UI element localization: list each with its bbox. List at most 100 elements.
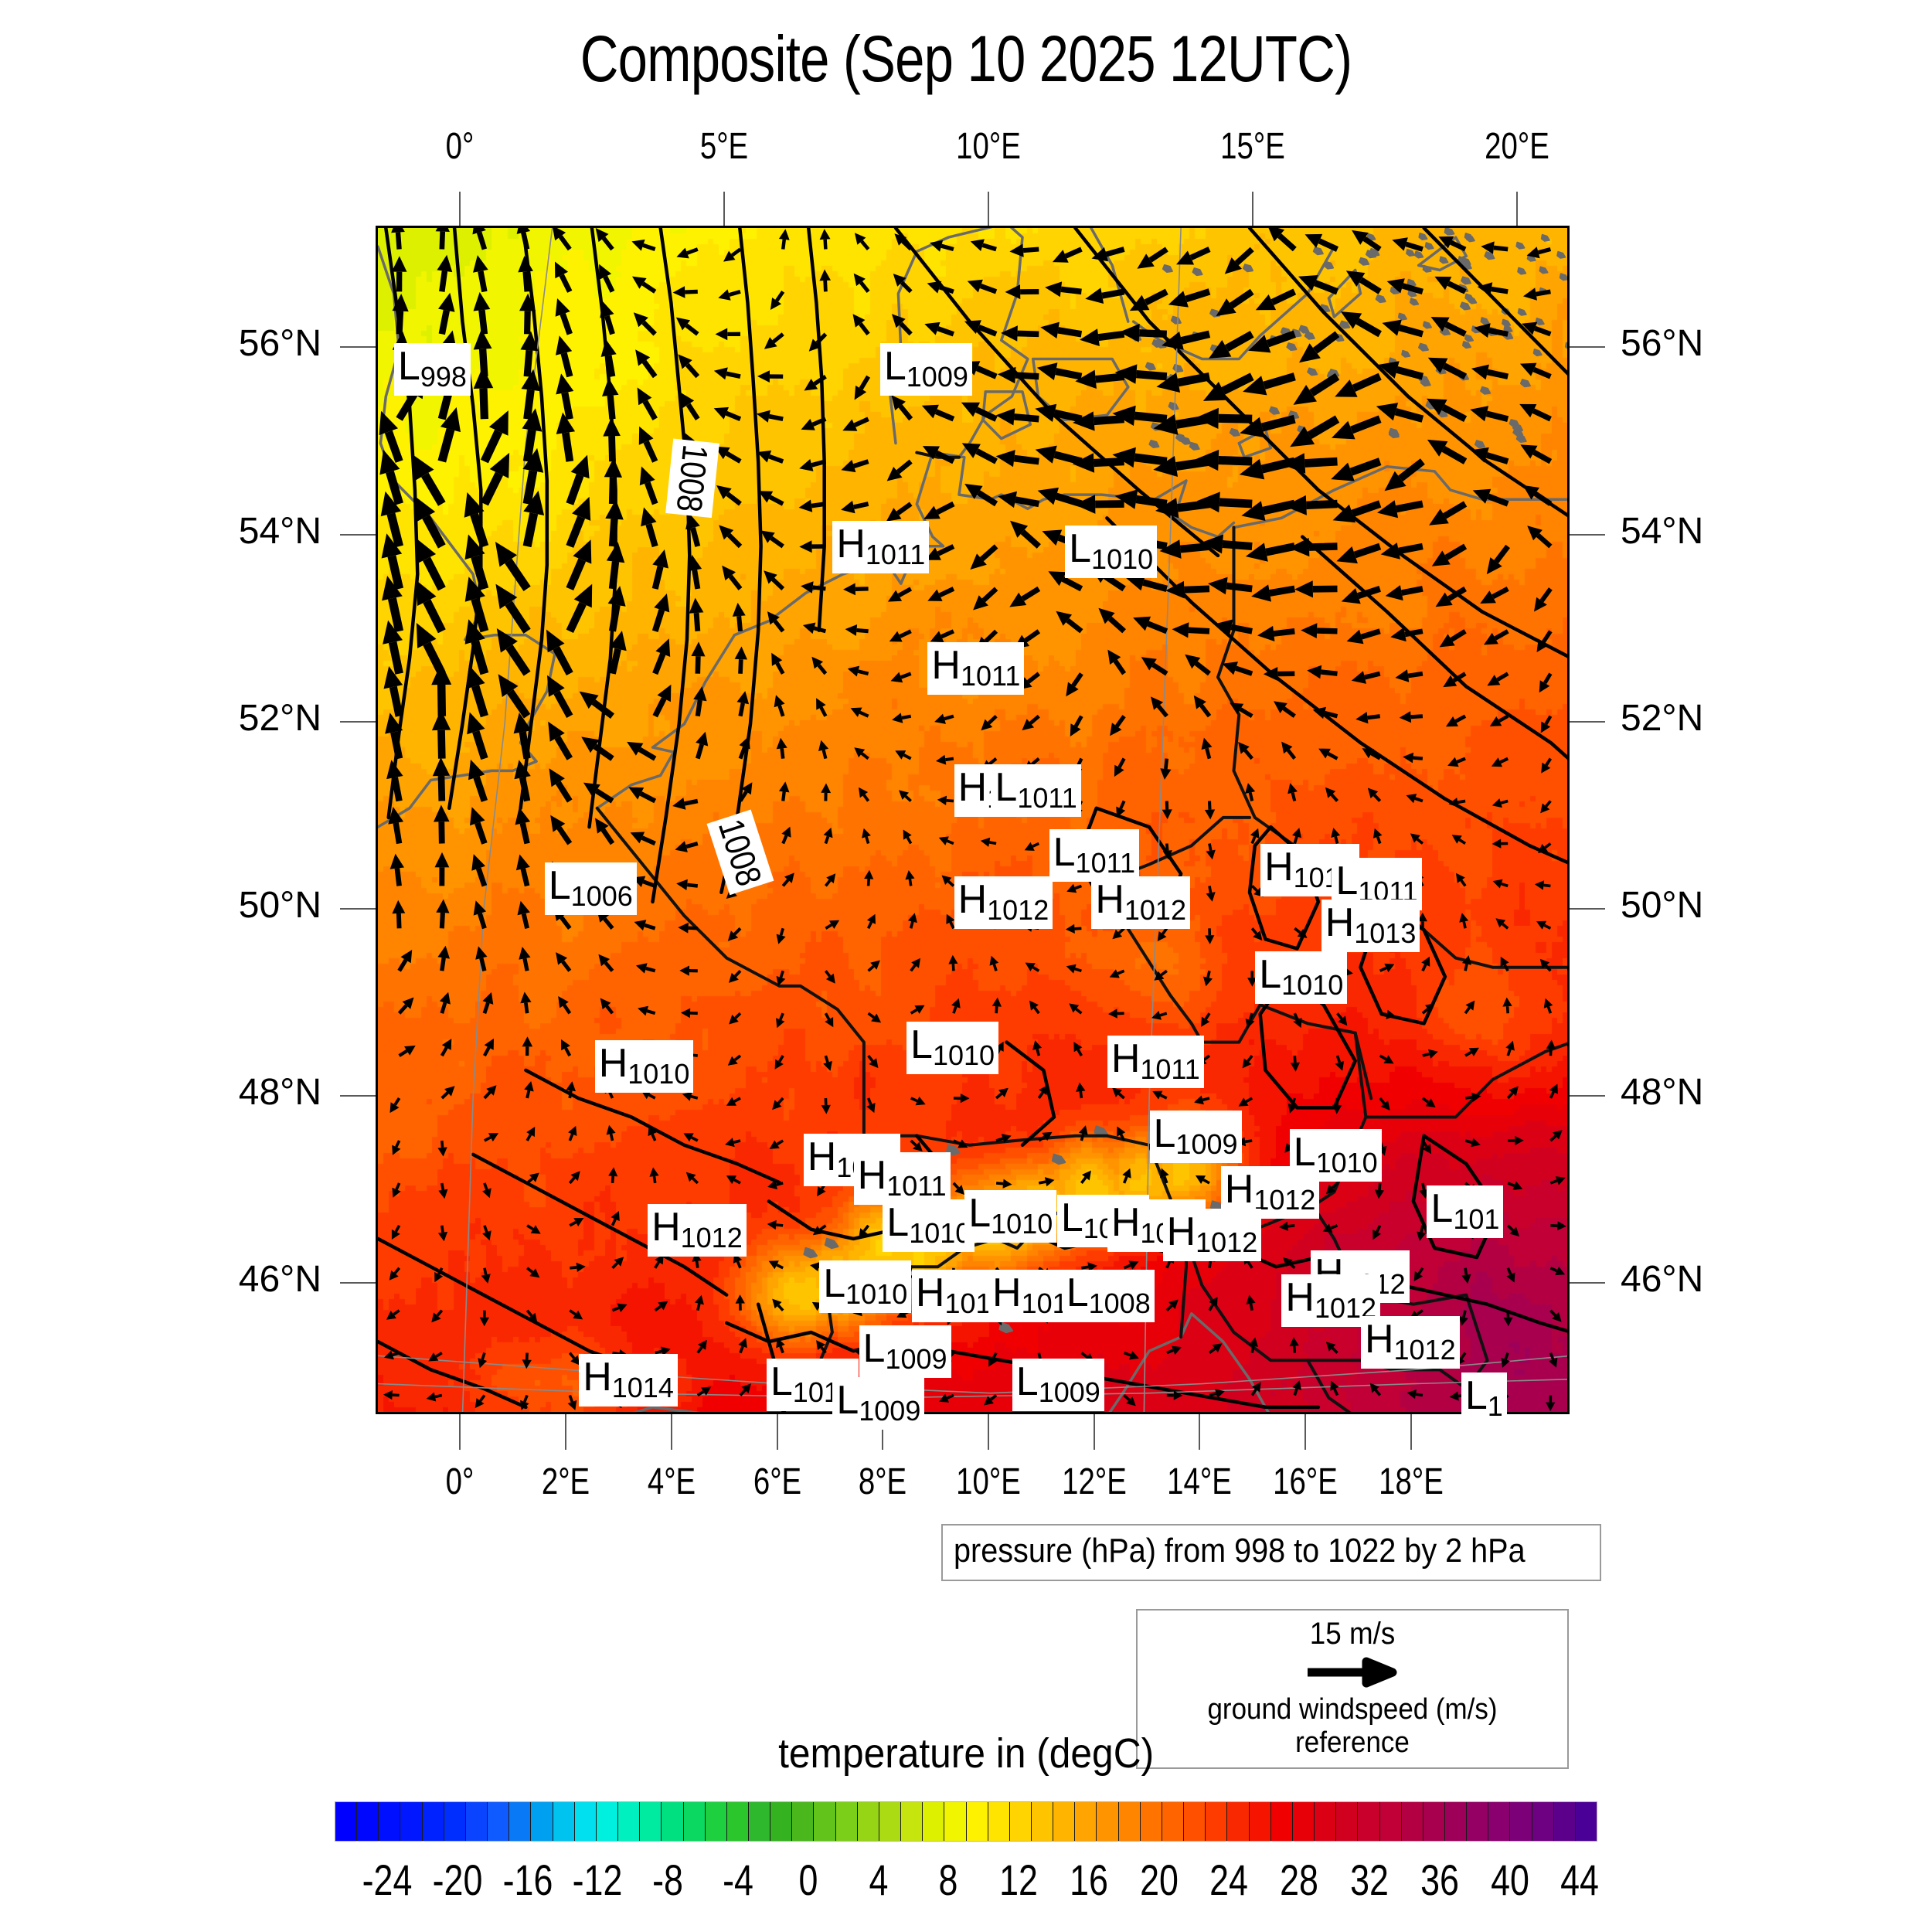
wind-arrow-head xyxy=(556,298,570,317)
wind-arrow xyxy=(1352,419,1380,430)
wind-arrow xyxy=(476,732,485,759)
colorbar-tick-label: -4 xyxy=(723,1855,753,1905)
wind-arrow xyxy=(1499,716,1508,721)
wind-arrow xyxy=(1165,759,1166,769)
colorbar-swatch xyxy=(901,1802,923,1841)
pressure-marker-kind: L xyxy=(823,1261,845,1306)
wind-arrow-head xyxy=(1301,623,1317,638)
map-line xyxy=(1406,250,1414,256)
wind-arrow xyxy=(1180,546,1209,549)
wind-arrow-head xyxy=(379,411,399,435)
wind-arrow-head xyxy=(1377,500,1398,518)
wind-arrow-head xyxy=(1428,1049,1438,1059)
wind-arrow xyxy=(1160,1013,1167,1015)
wind-arrow xyxy=(1502,884,1509,886)
map-line xyxy=(1540,267,1548,274)
map-line xyxy=(1517,435,1526,442)
wind-arrow-head xyxy=(1257,626,1274,641)
wind-arrow xyxy=(820,1226,825,1230)
wind-arrow-head xyxy=(937,796,947,805)
wind-arrow-head xyxy=(1535,880,1544,889)
pressure-marker-value: 1009 xyxy=(1039,1376,1100,1408)
colorbar-swatch xyxy=(836,1802,858,1841)
wind-arrow xyxy=(613,1264,617,1268)
wind-arrow xyxy=(1209,1393,1216,1395)
colorbar-tick-label: 32 xyxy=(1350,1855,1389,1905)
wind-arrow-head xyxy=(640,467,655,486)
wind-arrow xyxy=(1189,630,1209,631)
wind-arrow-head xyxy=(679,966,689,976)
wind-arrow xyxy=(396,823,399,844)
wind-arrow xyxy=(869,966,874,971)
wind-arrow xyxy=(1163,928,1167,934)
wind-arrow xyxy=(1209,1304,1213,1311)
map-line xyxy=(1091,228,1128,321)
wind-arrow xyxy=(954,1007,956,1014)
axis-tick-label-bottom: 12°E xyxy=(1045,1461,1144,1503)
wind-arrow xyxy=(1352,504,1380,514)
wind-arrow xyxy=(1550,1181,1557,1183)
pressure-marker-high: H1012 xyxy=(648,1204,747,1257)
wind-arrow xyxy=(523,869,527,886)
wind-arrow xyxy=(989,759,996,764)
pressure-marker-low: L1010 xyxy=(964,1190,1056,1243)
pressure-marker-kind: L xyxy=(1069,526,1091,571)
wind-arrow-head xyxy=(733,603,746,617)
wind-arrow xyxy=(1416,1394,1423,1395)
wind-arrow xyxy=(1550,1311,1555,1316)
wind-arrow xyxy=(1464,1311,1465,1318)
wind-arrow-head xyxy=(1247,1294,1256,1304)
wind-arrow xyxy=(1309,546,1338,547)
axis-tick-label-left: 46°N xyxy=(198,1258,321,1301)
wind-arrow-head xyxy=(1032,1040,1042,1050)
colorbar-tick-label: -16 xyxy=(502,1855,553,1905)
wind-arrow-head xyxy=(779,781,790,792)
colorbar-swatch xyxy=(1467,1802,1488,1841)
wind-arrow xyxy=(1143,583,1166,589)
wind-arrow-head xyxy=(716,328,728,341)
axis-tick xyxy=(459,192,461,226)
wind-arrow xyxy=(984,589,996,600)
pressure-marker-kind: H xyxy=(1111,1200,1141,1245)
wind-arrow-head xyxy=(474,292,491,311)
map-line xyxy=(1423,322,1431,328)
pressure-marker-high: H1012 xyxy=(1361,1316,1460,1369)
wind-arrow xyxy=(685,291,698,292)
axis-tick-label-left: 52°N xyxy=(198,697,321,740)
wind-arrow-head xyxy=(571,455,590,479)
wind-arrow xyxy=(771,538,783,546)
colorbar-swatch xyxy=(814,1802,835,1841)
wind-arrow xyxy=(527,1268,532,1273)
wind-arrow xyxy=(869,1013,874,1017)
wind-arrow xyxy=(1252,886,1257,890)
colorbar-swatch xyxy=(1053,1802,1075,1841)
wind-arrow xyxy=(1067,621,1081,631)
map-line xyxy=(1446,229,1454,235)
wind-arrow-head xyxy=(608,586,626,607)
pressure-marker-value: 1 xyxy=(1488,1390,1503,1422)
wind-arrow xyxy=(692,1138,698,1141)
wind-arrow xyxy=(1423,1183,1424,1190)
wind-arrow xyxy=(1460,840,1466,844)
wind-arrow xyxy=(777,1141,784,1145)
wind-arrow xyxy=(485,474,499,504)
pressure-marker-kind: L xyxy=(1066,1270,1089,1315)
pressure-marker-kind: H xyxy=(958,765,988,810)
wind-arrow xyxy=(643,284,655,292)
wind-arrow xyxy=(611,1134,613,1141)
map-line xyxy=(1149,440,1158,447)
wind-arrow xyxy=(940,287,954,292)
pressure-marker-kind: H xyxy=(1225,1167,1254,1212)
colorbar-swatch xyxy=(792,1802,814,1841)
wind-arrow xyxy=(781,928,784,935)
pressure-marker-value: 1010 xyxy=(933,1039,995,1071)
wind-arrow xyxy=(773,580,783,589)
wind-arrow xyxy=(400,960,406,971)
wind-arrow xyxy=(1204,1056,1209,1060)
wind-arrow xyxy=(570,560,582,589)
wind-arrow xyxy=(814,628,825,631)
wind-arrow-head xyxy=(470,807,485,825)
wind-arrow xyxy=(655,1352,662,1353)
wind-arrow xyxy=(1158,706,1167,716)
wind-arrow xyxy=(485,1226,487,1233)
